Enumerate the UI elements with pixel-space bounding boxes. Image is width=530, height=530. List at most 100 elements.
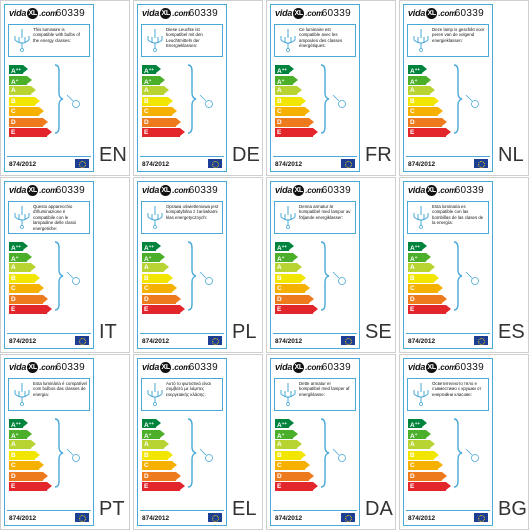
energy-class-bar: D <box>9 117 48 127</box>
logo-suffix: .com <box>172 9 191 18</box>
label-cell-el: vida XL .com 60339 Αυτό το φωτιστικό είναι σ… <box>133 354 263 530</box>
label-header: vida XL .com 60339 <box>5 5 93 22</box>
energy-class-bar: B <box>275 450 306 460</box>
energy-class-bar: E <box>275 482 318 491</box>
compatibility-text: Questo apparecchio d'illuminazione è com… <box>33 204 76 231</box>
chandelier-icon <box>12 382 32 408</box>
regulation-number: 874/2012 <box>142 161 170 168</box>
energy-class-bar: A <box>142 263 169 272</box>
energy-label: vida XL .com 60339 Deze lamp is geschikt voo… <box>403 4 493 172</box>
label-header: vida XL .com 60339 <box>138 5 226 22</box>
chandelier-icon <box>278 382 298 408</box>
language-code: DE <box>232 144 260 166</box>
regulation-number: 874/2012 <box>275 338 303 345</box>
energy-class-bar: E <box>275 305 318 314</box>
product-code: 60339 <box>454 362 484 373</box>
energy-class-bar: B <box>9 96 40 106</box>
label-header: vida XL .com 60339 <box>5 182 93 199</box>
label-header: vida XL .com 60339 <box>5 359 93 376</box>
logo-prefix: vida <box>408 185 426 195</box>
energy-class-bar: A+ <box>9 75 32 86</box>
energy-class-bar: B <box>408 96 439 106</box>
logo-suffix: .com <box>305 186 324 195</box>
energy-label: vida XL .com 60339 Осветителното тяло е съвм… <box>403 358 493 526</box>
logo-prefix: vida <box>142 185 160 195</box>
info-box: Осветителното тяло е съвместимо с крушки… <box>407 378 489 411</box>
regulation-number: 874/2012 <box>408 515 436 522</box>
energy-class-bar: D <box>9 471 48 481</box>
compatibility-text: Dette armatur er kompatibel med lamper a… <box>299 381 350 397</box>
energy-class-bar: A <box>142 86 169 95</box>
compatibility-text: Esta luminária é compatível com bulbos d… <box>33 381 87 397</box>
energy-class-bar: A++ <box>408 242 427 252</box>
logo-suffix: .com <box>39 363 58 372</box>
energy-class-bar: A++ <box>408 65 427 75</box>
energy-label: vida XL .com 60339 Oprawa oświetleniowa jest… <box>137 181 227 349</box>
logo-badge: XL <box>426 362 438 374</box>
energy-class-bar: A++ <box>9 65 28 75</box>
label-cell-de: vida XL .com 60339 Diese Leuchte ist kompati… <box>133 0 263 176</box>
info-box: Diese Leuchte ist kompatibel mit den Leu… <box>141 24 223 57</box>
logo-prefix: vida <box>275 185 293 195</box>
energy-class-bar: A++ <box>9 419 28 429</box>
product-code: 60339 <box>188 8 218 19</box>
energy-class-bar: A+ <box>275 252 298 263</box>
label-cell-en: vida XL .com 60339 This luminaire is compati… <box>0 0 130 176</box>
regulation-number: 874/2012 <box>408 338 436 345</box>
footer-divider <box>7 510 91 511</box>
label-cell-it: vida XL .com 60339 Questo apparecchio d'illu… <box>0 177 130 353</box>
eu-flag-icon <box>208 159 222 168</box>
label-header: vida XL .com 60339 <box>271 182 359 199</box>
logo-prefix: vida <box>408 8 426 18</box>
energy-scale: A++ A+ A B C D E <box>142 419 185 493</box>
energy-class-bar: C <box>275 284 310 293</box>
energy-class-bar: A+ <box>142 75 165 86</box>
product-code: 60339 <box>321 362 351 373</box>
energy-class-bar: B <box>408 273 439 283</box>
label-header: vida XL .com 60339 <box>271 359 359 376</box>
logo-suffix: .com <box>172 186 191 195</box>
energy-scale: A++ A+ A B C D E <box>9 419 52 493</box>
energy-class-bar: B <box>408 450 439 460</box>
eu-flag-icon <box>341 159 355 168</box>
logo-suffix: .com <box>438 363 457 372</box>
energy-class-bar: A++ <box>275 65 294 75</box>
language-code: PT <box>99 498 125 520</box>
footer-divider <box>406 156 490 157</box>
regulation-number: 874/2012 <box>9 515 37 522</box>
energy-class-bar: D <box>142 294 181 304</box>
logo-badge: XL <box>426 185 438 197</box>
product-code: 60339 <box>188 362 218 373</box>
info-box: Oprawa oświetleniowa jest kompatybilna z… <box>141 201 223 234</box>
energy-scale: A++ A+ A B C D E <box>408 242 451 316</box>
energy-class-bar: E <box>9 128 52 137</box>
footer-divider <box>140 510 224 511</box>
energy-class-bar: D <box>142 471 181 481</box>
language-code: BG <box>498 498 527 520</box>
footer-divider <box>273 333 357 334</box>
chandelier-icon <box>12 205 32 231</box>
logo-badge: XL <box>160 362 172 374</box>
energy-class-bar: D <box>9 294 48 304</box>
compatibility-text: Αυτό το φωτιστικό είναι συμβατό με λάμπε… <box>166 381 211 397</box>
label-cell-pl: vida XL .com 60339 Oprawa oświetleniowa jest… <box>133 177 263 353</box>
energy-class-bar: A+ <box>142 429 165 440</box>
logo-badge: XL <box>27 362 39 374</box>
energy-class-bar: A <box>275 440 302 449</box>
label-cell-bg: vida XL .com 60339 Осветителното тяло е съвм… <box>399 354 529 530</box>
energy-class-bar: A+ <box>275 75 298 86</box>
energy-label: vida XL .com 60339 This luminaire is compati… <box>4 4 94 172</box>
info-box: Αυτό το φωτιστικό είναι συμβατό με λάμπε… <box>141 378 223 411</box>
energy-class-bar: C <box>142 107 177 116</box>
compatibility-text: Denna armatur är kompatibel med lampor a… <box>299 204 351 220</box>
language-code: DA <box>365 498 393 520</box>
eu-flag-icon <box>75 159 89 168</box>
compatibility-text: Deze lamp is geschikt voor peren van de … <box>432 27 485 43</box>
regulation-number: 874/2012 <box>142 338 170 345</box>
language-code: SE <box>365 321 392 343</box>
brand-logo: vida XL .com <box>142 362 191 374</box>
chandelier-icon <box>145 382 165 408</box>
energy-class-bar: C <box>408 284 443 293</box>
footer-divider <box>273 510 357 511</box>
logo-suffix: .com <box>172 363 191 372</box>
